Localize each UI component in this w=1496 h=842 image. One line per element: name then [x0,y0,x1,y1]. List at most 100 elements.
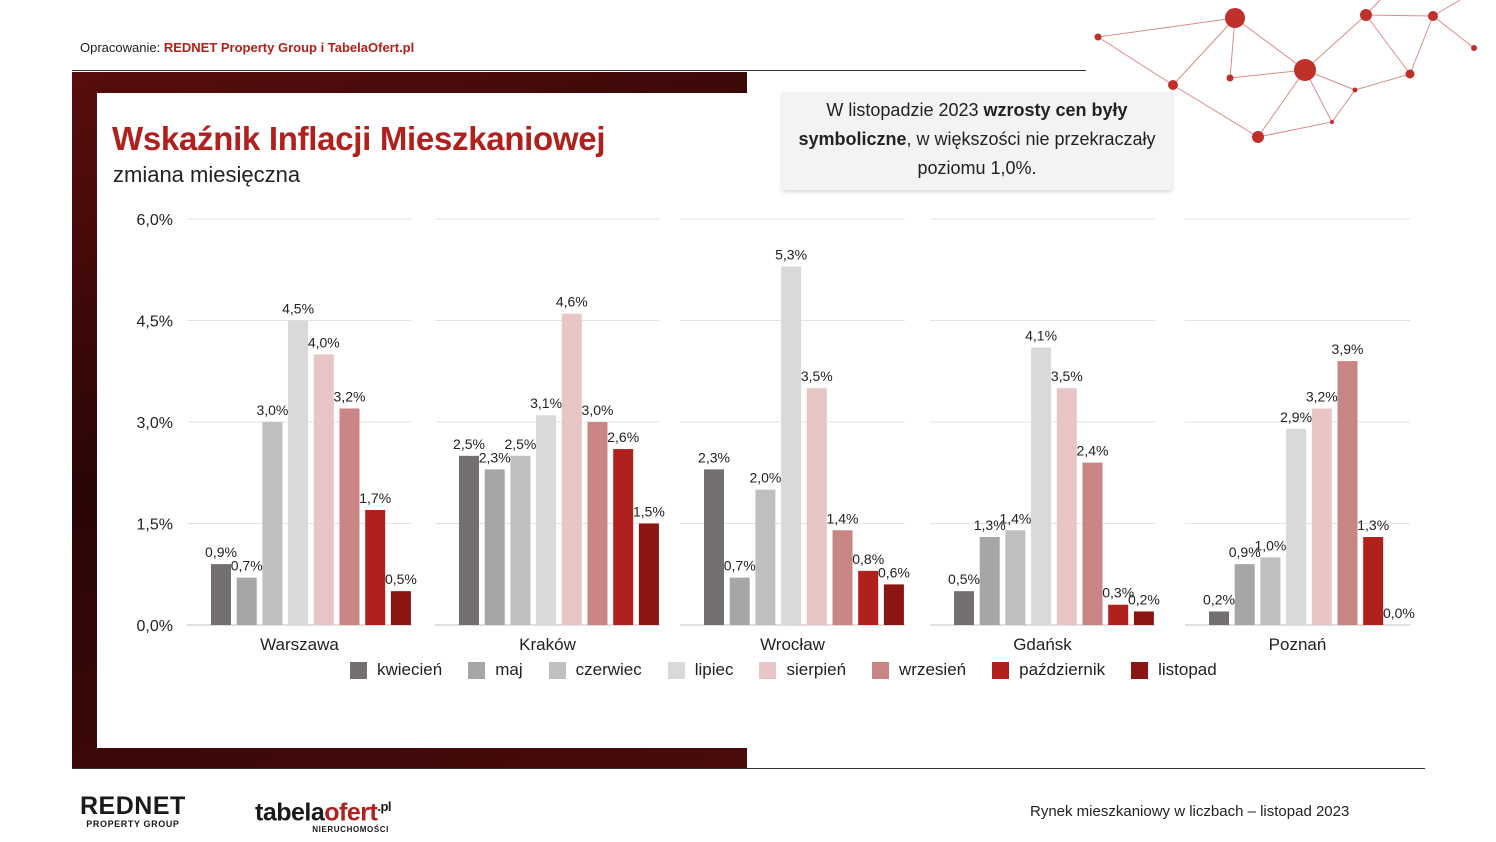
data-label: 0,7% [724,558,756,574]
data-label: 0,0% [1383,605,1415,621]
data-label: 0,5% [948,571,980,587]
data-label: 2,6% [607,429,639,445]
legend-item: wrzesień [872,660,966,680]
bar [1311,408,1332,625]
tabela-logo-b: ofert [324,798,378,827]
bar [313,354,334,625]
legend-item: lipiec [667,660,734,680]
tabela-logo-sub: NIERUCHOMOŚCI [312,825,389,835]
data-label: 0,7% [231,558,263,574]
data-label: 4,6% [556,294,588,310]
bar [484,469,505,625]
data-label: 1,7% [359,490,391,506]
credit-prefix: Opracowanie: [80,40,164,55]
data-label: 1,4% [999,510,1031,526]
bar [613,449,634,625]
data-label: 0,3% [1102,585,1134,601]
bar [781,266,802,625]
bar [858,570,879,625]
bar [587,422,608,625]
data-label: 0,9% [1229,544,1261,560]
bar [979,537,1000,625]
x-category-label: Poznań [1269,635,1327,654]
y-tick-label: 4,5% [137,314,173,331]
legend-item: czerwiec [548,660,642,680]
bar [1031,347,1052,625]
x-category-label: Kraków [519,635,576,654]
page-subtitle: zmiana miesięczna [113,162,301,187]
rednet-logo-sub: PROPERTY GROUP [86,819,180,829]
callout-box: W listopadzie 2023 wzrosty cen były symb… [782,92,1172,190]
bar [832,530,853,625]
bar [1133,611,1154,625]
data-label: 4,5% [282,301,314,317]
bar [883,584,904,625]
data-label: 2,3% [479,449,511,465]
legend-label: kwiecień [377,660,443,679]
data-label: 3,1% [530,395,562,411]
data-label: 1,0% [1254,537,1286,553]
data-label: 2,5% [453,436,485,452]
legend-item: sierpień [759,660,846,680]
bar [211,564,231,625]
data-label: 4,0% [308,334,340,350]
legend-label: sierpień [786,660,847,679]
data-label: 5,3% [775,246,807,262]
data-label: 3,2% [1306,388,1338,404]
data-label: 2,0% [749,470,781,486]
bar [1209,611,1229,625]
chart-legend: kwiecień maj czerwiec lipiec sierpień wrzesie… [350,660,1243,680]
rednet-logo-main: REDNET [80,792,186,820]
rednet-logo: REDNET PROPERTY GROUP [80,792,186,830]
legend-swatch [872,661,890,679]
data-label: 2,4% [1077,443,1109,459]
bar [806,388,827,625]
data-label: 2,9% [1280,409,1312,425]
data-label: 1,4% [827,510,859,526]
top-rule [72,70,1086,71]
bar [954,591,974,625]
data-label: 2,3% [698,449,730,465]
x-category-label: Warszawa [260,635,339,654]
network-nodes [1094,8,1477,143]
credit-bold: REDNET Property Group i TabelaOfert.pl [163,40,415,55]
bar [365,509,386,625]
bar [1082,462,1103,625]
legend-label: lipiec [694,660,734,679]
tabela-logo-a: tabela [255,798,325,827]
data-label: 0,2% [1128,591,1160,607]
legend-item: maj [468,660,523,680]
legend-swatch [667,661,685,679]
bar [638,523,659,625]
bottom-rule [72,768,1425,769]
bar [1337,361,1358,625]
legend-label: listopad [1158,660,1217,679]
callout-text-bold: wzrosty cen były symboliczne [798,100,1128,149]
bar [1108,604,1129,625]
data-label: 0,2% [1203,591,1235,607]
data-label: 2,5% [504,436,536,452]
data-label: 4,1% [1025,328,1057,344]
bar [536,415,557,625]
bar [1260,557,1281,625]
x-category-label: Gdańsk [1013,635,1072,654]
data-label: 3,5% [801,368,833,384]
bar [561,313,582,625]
bar [1056,388,1077,625]
legend-swatch [350,661,367,679]
callout-text-2: , w większości nie przekraczały poziomu … [906,129,1156,178]
x-category-label: Wrocław [760,635,826,654]
page-title: Wskaźnik Inflacji Mieszkaniowej [112,120,606,157]
legend-item: listopad [1131,660,1217,680]
bar [1286,428,1307,625]
bar [510,455,531,625]
callout-text-1: W listopadzie 2023 [826,100,984,120]
legend-swatch [468,661,486,679]
y-tick-label: 6,0% [137,212,173,229]
tabelaofert-logo: tabelaofert.pl NIERUCHOMOŚCI [255,794,391,834]
data-label: 0,8% [852,551,884,567]
data-label: 0,6% [878,564,910,580]
data-label: 3,5% [1051,368,1083,384]
data-label: 0,9% [205,544,237,560]
